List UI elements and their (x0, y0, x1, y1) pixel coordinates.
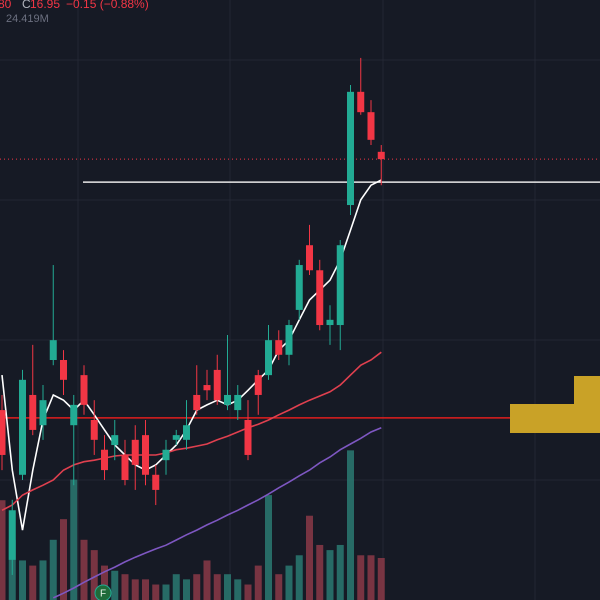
candle-body (367, 112, 375, 140)
volume-bar (306, 515, 313, 600)
profile-block (510, 404, 600, 433)
candle-body (0, 410, 6, 455)
volume-bar (377, 557, 385, 600)
plot (0, 57, 600, 600)
candle-body (101, 449, 108, 471)
candle-body (295, 265, 303, 310)
volume-bar (285, 565, 293, 600)
candle-body (326, 319, 334, 326)
candle-body (70, 404, 78, 426)
candle-body (183, 425, 190, 440)
candle-body (80, 375, 88, 405)
candle-body (121, 454, 129, 480)
candle-body (172, 435, 180, 440)
volume-bar (336, 544, 344, 600)
header-open: 80 (0, 0, 12, 11)
candle-body (90, 420, 98, 440)
volume-bar (70, 479, 78, 600)
candle-body (316, 270, 324, 326)
candle-body (234, 394, 242, 411)
candle-body (377, 151, 385, 160)
volume-bar (39, 560, 47, 600)
candle-body (111, 435, 119, 446)
volume-bar (172, 574, 180, 600)
candle-body (49, 340, 57, 360)
volume-bar (121, 574, 129, 600)
candle-body (336, 245, 344, 326)
volume-bar (244, 584, 252, 600)
candle-body (357, 91, 365, 113)
volume-bar (193, 574, 201, 600)
event-icon-label: F (100, 589, 106, 600)
candle-body (60, 360, 67, 380)
volume-bar (101, 565, 108, 600)
profile-block (574, 376, 600, 404)
volume-bar (29, 565, 37, 600)
volume-bar (224, 574, 231, 600)
candle-body (193, 394, 201, 411)
volume-bar (265, 495, 272, 600)
candle-body (254, 375, 262, 395)
volume-bar (316, 544, 324, 600)
event-icon[interactable] (94, 584, 112, 600)
volume-bar (19, 560, 26, 600)
header-close-label: C (22, 0, 31, 11)
candle-body (152, 474, 160, 490)
volume-bar (347, 450, 354, 600)
volume-bar (254, 565, 262, 600)
candle-body (265, 340, 272, 376)
candle-body (131, 439, 139, 465)
volume-bar (131, 579, 139, 600)
candle-body (213, 369, 221, 401)
volume-bar (142, 579, 149, 600)
volume-bar (60, 519, 67, 600)
volume-bar (234, 579, 242, 600)
candle-body (19, 379, 26, 475)
candle-body (347, 91, 354, 206)
candle-body (244, 420, 252, 455)
volume-bar (49, 539, 57, 600)
moving-average (52, 427, 382, 599)
candle-body (224, 394, 231, 405)
candle-body (8, 510, 16, 560)
candle-body (142, 435, 149, 475)
volume-bar (183, 579, 190, 600)
volume-bar (295, 555, 303, 600)
candle-body (275, 340, 283, 355)
candle-body (39, 400, 47, 426)
candle-body (203, 385, 211, 391)
candle-body (306, 245, 313, 271)
volume-bar (80, 539, 88, 600)
volume-bar (367, 555, 375, 600)
header-volume: 24.419M (6, 13, 49, 25)
volume-bar (213, 574, 221, 600)
header-change: −0.15 (−0.88%) (66, 0, 149, 11)
candle-body (285, 325, 293, 355)
volume-bar (0, 500, 6, 600)
volume-bar (90, 550, 98, 600)
volume-bar (152, 584, 160, 600)
volume-bar (275, 574, 283, 600)
volume-bar (162, 584, 170, 600)
volume-bar (326, 550, 334, 600)
volume-bar (111, 570, 119, 600)
candle-body (29, 394, 37, 430)
volume-bar (357, 555, 365, 600)
candle-body (162, 449, 170, 461)
volume-bar (203, 560, 211, 600)
moving-average (1, 351, 382, 512)
header-close: 16.95 (30, 0, 60, 11)
